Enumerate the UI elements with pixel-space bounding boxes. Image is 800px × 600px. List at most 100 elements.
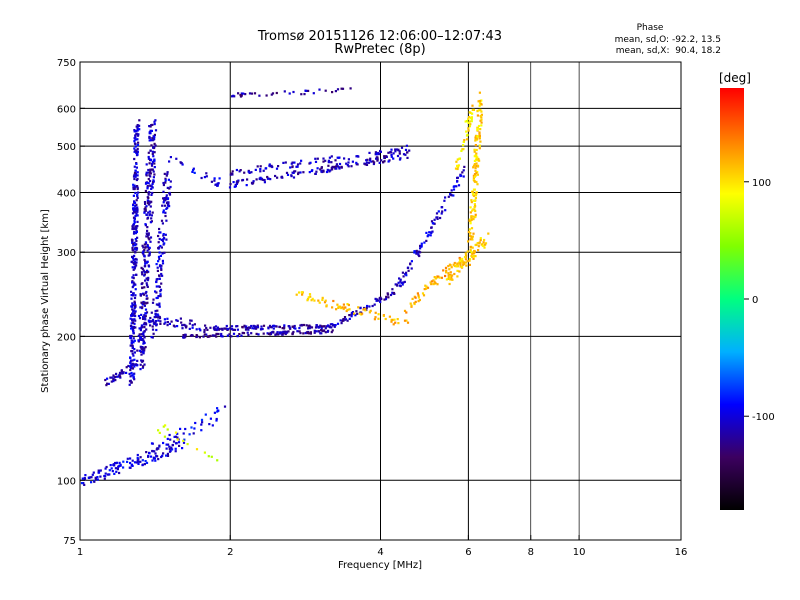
data-point [478, 147, 481, 150]
data-point [322, 157, 325, 160]
data-point [162, 441, 165, 445]
data-point [145, 290, 148, 294]
data-point [467, 127, 470, 130]
data-point [476, 128, 479, 131]
data-point [145, 269, 149, 272]
data-point [152, 180, 155, 183]
data-point [453, 264, 456, 268]
y-tick-label: 75 [63, 536, 76, 547]
data-point [133, 351, 136, 354]
data-point [453, 261, 456, 265]
data-point [162, 211, 165, 214]
data-point [213, 177, 216, 180]
data-point [130, 305, 134, 308]
data-point [136, 225, 139, 228]
data-point [293, 326, 296, 330]
data-point [161, 240, 165, 243]
data-point [376, 159, 379, 162]
data-point [283, 324, 286, 327]
data-point [397, 281, 400, 284]
data-point [220, 332, 223, 336]
data-point [112, 380, 115, 383]
data-point [115, 372, 118, 375]
data-point [110, 467, 113, 470]
data-point [108, 473, 111, 476]
data-point [135, 258, 138, 261]
data-point [146, 301, 149, 304]
data-point [135, 461, 138, 464]
data-point [186, 443, 189, 446]
data-point [201, 421, 204, 424]
data-point [190, 426, 193, 429]
data-point [159, 320, 162, 323]
data-point [193, 171, 196, 174]
data-point [476, 183, 479, 186]
data-point [130, 290, 133, 293]
data-point [472, 218, 475, 221]
data-point [137, 339, 140, 342]
data-point [133, 129, 136, 132]
data-point [169, 156, 172, 159]
data-point [478, 132, 481, 135]
data-point [413, 250, 416, 253]
data-point [159, 265, 162, 268]
data-point [223, 405, 227, 408]
data-point [389, 293, 393, 297]
data-point [338, 166, 341, 169]
data-point [462, 140, 465, 143]
data-point [468, 111, 471, 114]
data-point [255, 327, 258, 330]
data-point [479, 115, 482, 118]
data-point [152, 155, 155, 158]
data-point [353, 312, 356, 315]
data-point [140, 313, 143, 316]
data-point [236, 334, 239, 338]
data-point [148, 174, 151, 177]
data-point [136, 236, 139, 239]
data-point [135, 228, 138, 231]
data-point [140, 301, 143, 304]
data-point [295, 165, 298, 168]
data-point [131, 319, 134, 322]
data-point [133, 230, 136, 233]
data-point [215, 417, 218, 421]
data-point [181, 327, 184, 330]
data-point [423, 288, 426, 291]
data-point [155, 448, 158, 451]
y-axis-label: Stationary phase Virtual Height [km] [40, 209, 51, 393]
data-point [407, 269, 410, 272]
data-point [82, 482, 85, 485]
data-point [180, 321, 183, 324]
data-point [469, 206, 472, 209]
data-point [368, 305, 371, 308]
data-point [450, 266, 453, 269]
data-point [161, 262, 165, 265]
data-point [157, 319, 160, 322]
data-point [430, 231, 433, 234]
data-point [191, 170, 194, 173]
data-point [142, 332, 145, 335]
data-point [176, 325, 179, 328]
data-point [134, 142, 137, 146]
data-point [141, 282, 144, 285]
data-point [319, 168, 322, 171]
data-point [143, 316, 146, 319]
data-point [112, 374, 115, 377]
data-point [374, 151, 377, 154]
data-point [327, 164, 330, 167]
data-point [135, 166, 138, 169]
data-point [130, 350, 133, 353]
data-point [306, 299, 309, 302]
data-point [414, 296, 417, 299]
data-point [451, 274, 454, 277]
data-point [157, 447, 160, 450]
data-point [356, 312, 359, 315]
data-point [291, 165, 294, 169]
data-point [317, 330, 320, 333]
data-point [144, 209, 147, 212]
data-point [266, 177, 269, 180]
data-point [158, 305, 161, 308]
data-point [165, 219, 168, 222]
data-point [320, 327, 323, 330]
data-point [150, 162, 154, 166]
